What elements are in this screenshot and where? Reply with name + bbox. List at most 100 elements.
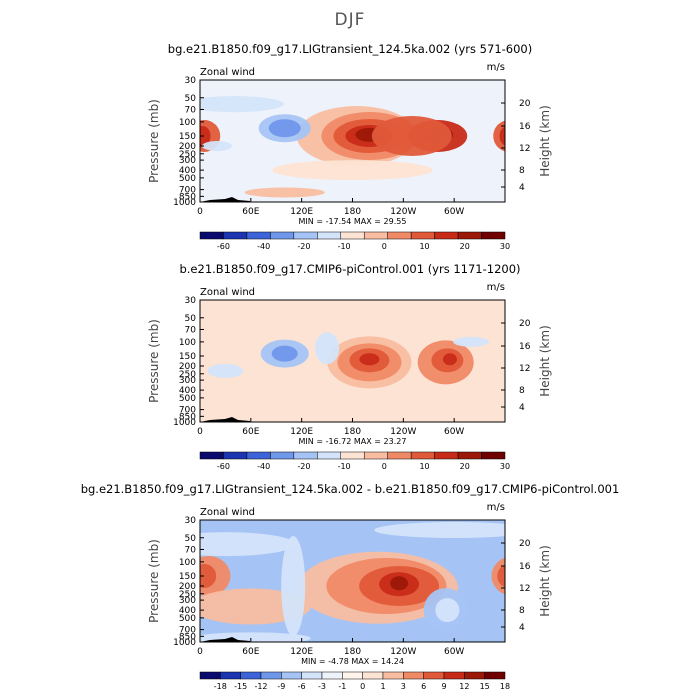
colorbar-swatch bbox=[457, 451, 482, 460]
y-tick-label: 70 bbox=[185, 325, 197, 335]
colorbar-swatch bbox=[301, 671, 323, 680]
panel-2-title: b.e21.B1850.f09_g17.CMIP6-piControl.001 … bbox=[179, 262, 521, 276]
colorbar-label: 30 bbox=[500, 242, 510, 250]
y-tick-label: 400 bbox=[179, 386, 196, 396]
y-tick-label: 70 bbox=[185, 105, 197, 115]
colorbar-label: 20 bbox=[460, 462, 470, 470]
y-tick-label: 1000 bbox=[173, 418, 196, 428]
colorbar-swatch bbox=[342, 671, 363, 680]
y-right-tick-label: 16 bbox=[519, 342, 531, 352]
y-right-tick-label: 4 bbox=[519, 403, 525, 413]
colorbar-swatch bbox=[481, 231, 506, 240]
x-tick-label: 60W bbox=[444, 427, 464, 437]
y-tick-label: 70 bbox=[185, 545, 197, 555]
y-tick-label: 30 bbox=[185, 516, 197, 526]
y-right-tick-label: 4 bbox=[519, 623, 525, 633]
contour-region bbox=[200, 563, 217, 588]
contour-region bbox=[200, 125, 211, 146]
contour-region bbox=[442, 353, 457, 366]
y-right-tick-label: 12 bbox=[519, 364, 530, 374]
colorbar-label: -20 bbox=[297, 462, 310, 470]
y-tick-label: 300 bbox=[179, 376, 196, 386]
x-tick-label: 60E bbox=[242, 427, 259, 437]
contour-region bbox=[390, 576, 409, 591]
colorbar-swatch bbox=[293, 451, 318, 460]
colorbar-label: 0 bbox=[382, 242, 387, 250]
colorbar-swatch bbox=[484, 671, 506, 680]
contour-region bbox=[272, 160, 433, 181]
y-axis-label: Pressure (mb) bbox=[147, 539, 161, 623]
stats-label: MIN = -4.78 MAX = 14.24 bbox=[301, 657, 404, 666]
x-tick-label: 120E bbox=[290, 647, 313, 657]
x-tick-label: 0 bbox=[197, 427, 203, 437]
y-tick-label: 30 bbox=[185, 76, 197, 86]
colorbar-swatch bbox=[240, 671, 262, 680]
y-tick-label: 500 bbox=[179, 174, 196, 184]
y-right-tick-label: 16 bbox=[519, 122, 531, 132]
contour-region bbox=[371, 115, 452, 156]
colorbar-swatch bbox=[410, 231, 435, 240]
contour-region bbox=[499, 126, 505, 146]
y-tick-label: 300 bbox=[179, 596, 196, 606]
colorbar-swatch bbox=[403, 671, 424, 680]
x-tick-label: 120W bbox=[390, 647, 416, 657]
y-tick-label: 200 bbox=[179, 362, 196, 372]
colorbar-swatch bbox=[199, 671, 221, 680]
y-tick-label: 250 bbox=[179, 590, 196, 600]
left-string: Zonal wind bbox=[200, 287, 255, 298]
colorbar-label: -40 bbox=[257, 242, 270, 250]
y-tick-label: 200 bbox=[179, 142, 196, 152]
colorbar-label: 10 bbox=[419, 242, 429, 250]
y-tick-label: 500 bbox=[179, 614, 196, 624]
colorbar-swatch bbox=[362, 671, 384, 680]
contour-region bbox=[281, 536, 306, 637]
colorbar-label: 18 bbox=[500, 682, 510, 690]
colorbar-swatch bbox=[410, 451, 435, 460]
y-right-axis-label: Height (km) bbox=[538, 325, 552, 396]
panel-1-chart: Zonal wind m/s305070100150200250300400500… bbox=[147, 62, 552, 250]
colorbar-label: -3 bbox=[318, 682, 326, 690]
colorbar-label: 1 bbox=[380, 682, 385, 690]
contour-region bbox=[435, 598, 460, 623]
colorbar-swatch bbox=[340, 451, 365, 460]
colorbar-swatch bbox=[199, 231, 224, 240]
colorbar-swatch bbox=[434, 231, 459, 240]
y-right-axis-label: Height (km) bbox=[538, 105, 552, 176]
contour-region bbox=[201, 141, 232, 152]
colorbar-label: 3 bbox=[401, 682, 406, 690]
contour-region bbox=[244, 187, 325, 198]
colorbar-label: -20 bbox=[297, 242, 310, 250]
colorbar-swatch bbox=[363, 231, 388, 240]
contour-region bbox=[453, 336, 490, 347]
y-tick-label: 400 bbox=[179, 606, 196, 616]
y-tick-label: 1000 bbox=[173, 198, 196, 208]
contour-region bbox=[497, 564, 505, 588]
left-string: Zonal wind bbox=[200, 67, 255, 78]
topography bbox=[200, 197, 250, 202]
y-axis-label: Pressure (mb) bbox=[147, 319, 161, 403]
y-tick-label: 850 bbox=[179, 412, 196, 422]
colorbar-swatch bbox=[317, 451, 342, 460]
colorbar-swatch bbox=[246, 451, 271, 460]
colorbar-swatch bbox=[317, 231, 342, 240]
y-right-tick-label: 8 bbox=[519, 606, 525, 616]
stats-label: MIN = -16.72 MAX = 23.27 bbox=[299, 437, 407, 446]
y-tick-label: 850 bbox=[179, 632, 196, 642]
x-tick-label: 60E bbox=[242, 207, 259, 217]
y-tick-label: 400 bbox=[179, 166, 196, 176]
colorbar-swatch bbox=[481, 451, 506, 460]
contour-region bbox=[315, 332, 340, 365]
y-axis-label: Pressure (mb) bbox=[147, 99, 161, 183]
y-tick-label: 500 bbox=[179, 394, 196, 404]
x-tick-label: 60E bbox=[242, 647, 259, 657]
colorbar-label: -60 bbox=[217, 462, 230, 470]
topography bbox=[200, 417, 250, 422]
contour-region bbox=[271, 345, 298, 362]
y-right-tick-label: 8 bbox=[519, 386, 525, 396]
contour-region bbox=[374, 522, 505, 539]
x-tick-label: 120W bbox=[390, 207, 416, 217]
right-string: m/s bbox=[487, 502, 505, 513]
colorbar-swatch bbox=[293, 231, 318, 240]
x-tick-label: 60W bbox=[444, 647, 464, 657]
colorbar-swatch bbox=[382, 671, 404, 680]
